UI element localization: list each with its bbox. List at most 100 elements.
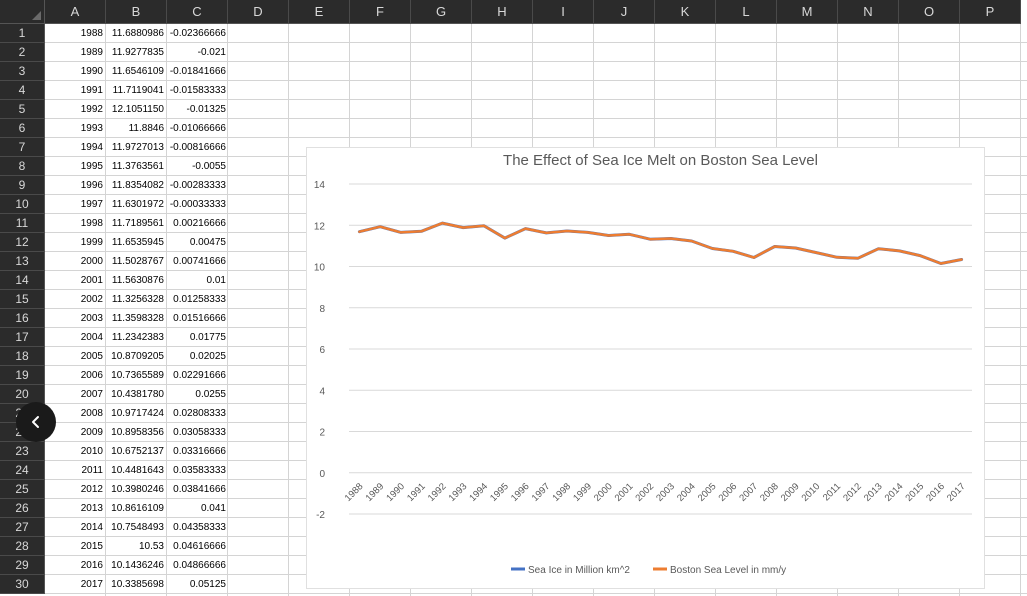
cell-a6[interactable]: 1993	[80, 123, 103, 134]
line-chart[interactable]: The Effect of Sea Ice Melt on Boston Sea…	[306, 147, 985, 589]
cell-c8[interactable]: -0.0055	[192, 161, 226, 172]
select-all-corner[interactable]	[0, 0, 45, 24]
cell-b12[interactable]: 11.6535945	[111, 237, 164, 248]
row-header-29[interactable]: 29	[0, 556, 45, 575]
cell-c21[interactable]: 0.02808333	[173, 408, 226, 419]
cell-c5[interactable]: -0.01325	[186, 104, 226, 115]
row-header-2[interactable]: 2	[0, 43, 45, 62]
column-header-c[interactable]: C	[167, 0, 228, 24]
cell-c14[interactable]: 0.01	[206, 275, 226, 286]
cell-c18[interactable]: 0.02025	[189, 351, 226, 362]
row-header-16[interactable]: 16	[0, 309, 45, 328]
cell-a28[interactable]: 2015	[80, 541, 103, 552]
row-header-25[interactable]: 25	[0, 480, 45, 499]
column-header-j[interactable]: J	[594, 0, 655, 24]
cell-c22[interactable]: 0.03058333	[173, 427, 226, 438]
cell-a2[interactable]: 1989	[80, 47, 103, 58]
row-header-23[interactable]: 23	[0, 442, 45, 461]
cell-a29[interactable]: 2016	[80, 560, 103, 571]
row-header-24[interactable]: 24	[0, 461, 45, 480]
cell-c23[interactable]: 0.03316666	[173, 446, 226, 457]
row-header-30[interactable]: 30	[0, 575, 45, 594]
row-header-20[interactable]: 20	[0, 385, 45, 404]
row-header-7[interactable]: 7	[0, 138, 45, 157]
cell-b9[interactable]: 11.8354082	[111, 180, 164, 191]
cell-a10[interactable]: 1997	[80, 199, 103, 210]
cell-b7[interactable]: 11.9727013	[111, 142, 164, 153]
column-header-n[interactable]: N	[838, 0, 899, 24]
column-header-h[interactable]: H	[472, 0, 533, 24]
column-header-o[interactable]: O	[899, 0, 960, 24]
cell-b25[interactable]: 10.3980246	[111, 484, 164, 495]
cell-c6[interactable]: -0.01066666	[169, 123, 226, 134]
cell-a5[interactable]: 1992	[80, 104, 103, 115]
row-header-14[interactable]: 14	[0, 271, 45, 290]
row-header-9[interactable]: 9	[0, 176, 45, 195]
cell-a20[interactable]: 2007	[80, 389, 103, 400]
row-header-10[interactable]: 10	[0, 195, 45, 214]
cell-a3[interactable]: 1990	[80, 66, 103, 77]
row-header-27[interactable]: 27	[0, 518, 45, 537]
column-header-d[interactable]: D	[228, 0, 289, 24]
row-header-26[interactable]: 26	[0, 499, 45, 518]
cell-b26[interactable]: 10.8616109	[111, 503, 164, 514]
cell-a22[interactable]: 2009	[80, 427, 103, 438]
cell-b27[interactable]: 10.7548493	[111, 522, 164, 533]
cell-c7[interactable]: -0.00816666	[169, 142, 226, 153]
column-header-l[interactable]: L	[716, 0, 777, 24]
row-header-5[interactable]: 5	[0, 100, 45, 119]
row-header-1[interactable]: 1	[0, 24, 45, 43]
column-header-p[interactable]: P	[960, 0, 1021, 24]
cell-c13[interactable]: 0.00741666	[173, 256, 226, 267]
cell-c1[interactable]: -0.02366666	[169, 28, 226, 39]
cell-a13[interactable]: 2000	[80, 256, 103, 267]
row-header-15[interactable]: 15	[0, 290, 45, 309]
cell-c24[interactable]: 0.03583333	[173, 465, 226, 476]
cell-b30[interactable]: 10.3385698	[111, 579, 164, 590]
cell-b1[interactable]: 11.6880986	[111, 28, 164, 39]
cell-b4[interactable]: 11.7119041	[112, 85, 164, 96]
cell-c30[interactable]: 0.05125	[189, 579, 226, 590]
cell-b8[interactable]: 11.3763561	[111, 161, 164, 172]
cell-a11[interactable]: 1998	[80, 218, 103, 229]
cell-a17[interactable]: 2004	[80, 332, 103, 343]
cell-b23[interactable]: 10.6752137	[111, 446, 164, 457]
cell-c9[interactable]: -0.00283333	[169, 180, 226, 191]
cell-a24[interactable]: 2011	[81, 465, 103, 476]
cell-a15[interactable]: 2002	[80, 294, 103, 305]
cell-b21[interactable]: 10.9717424	[111, 408, 164, 419]
cell-a18[interactable]: 2005	[80, 351, 103, 362]
cell-c19[interactable]: 0.02291666	[173, 370, 226, 381]
row-header-6[interactable]: 6	[0, 119, 45, 138]
cell-b5[interactable]: 12.1051150	[111, 104, 164, 115]
back-nav-button[interactable]	[16, 402, 56, 442]
cell-b29[interactable]: 10.1436246	[111, 560, 164, 571]
cell-a21[interactable]: 2008	[80, 408, 103, 419]
cell-c15[interactable]: 0.01258333	[173, 294, 226, 305]
cell-a27[interactable]: 2014	[80, 522, 103, 533]
cell-c12[interactable]: 0.00475	[189, 237, 226, 248]
row-header-4[interactable]: 4	[0, 81, 45, 100]
cell-b10[interactable]: 11.6301972	[111, 199, 164, 210]
cell-a16[interactable]: 2003	[80, 313, 103, 324]
cell-a8[interactable]: 1995	[80, 161, 103, 172]
cell-a23[interactable]: 2010	[80, 446, 103, 457]
row-header-11[interactable]: 11	[0, 214, 45, 233]
cell-b19[interactable]: 10.7365589	[111, 370, 164, 381]
cell-a14[interactable]: 2001	[80, 275, 103, 286]
cell-a1[interactable]: 1988	[80, 28, 103, 39]
cell-c3[interactable]: -0.01841666	[169, 66, 226, 77]
cell-c10[interactable]: -0.00033333	[169, 199, 226, 210]
row-header-18[interactable]: 18	[0, 347, 45, 366]
cell-b20[interactable]: 10.4381780	[111, 389, 164, 400]
row-header-19[interactable]: 19	[0, 366, 45, 385]
cell-c16[interactable]: 0.01516666	[173, 313, 226, 324]
row-header-13[interactable]: 13	[0, 252, 45, 271]
column-header-g[interactable]: G	[411, 0, 472, 24]
column-header-a[interactable]: A	[45, 0, 106, 24]
cell-b28[interactable]: 10.53	[138, 541, 164, 552]
cell-b18[interactable]: 10.8709205	[111, 351, 164, 362]
cell-a26[interactable]: 2013	[80, 503, 103, 514]
row-header-8[interactable]: 8	[0, 157, 45, 176]
column-header-f[interactable]: F	[350, 0, 411, 24]
